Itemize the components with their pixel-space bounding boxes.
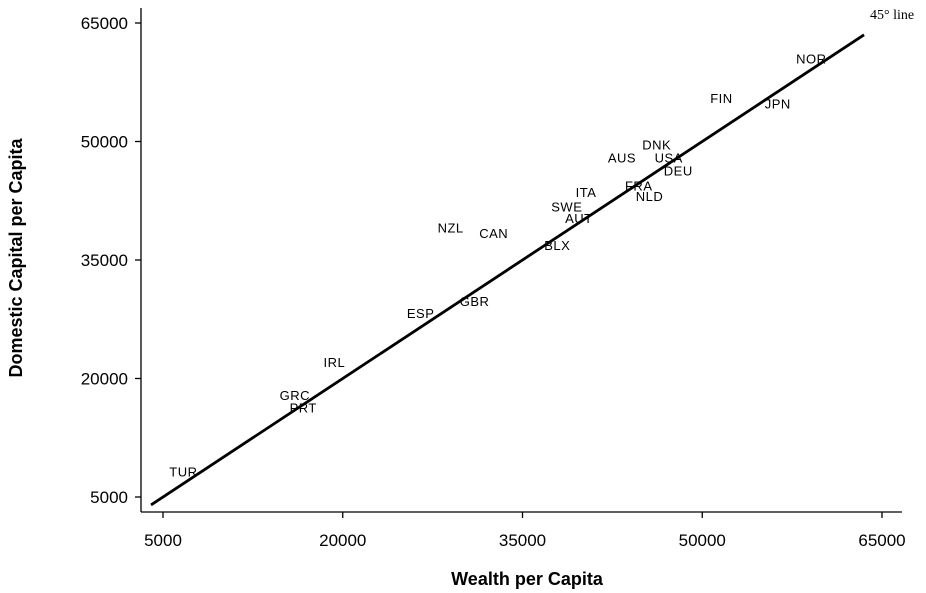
point-deu: DEU [664, 164, 693, 179]
x-tick-label-4: 65000 [858, 531, 905, 550]
point-ita: ITA [576, 185, 597, 200]
point-grc: GRC [280, 388, 310, 403]
point-nld: NLD [636, 189, 664, 204]
point-tur: TUR [169, 465, 197, 480]
y-tick-label-4: 65000 [81, 14, 128, 33]
point-irl: IRL [323, 355, 345, 370]
x-tick-label-3: 50000 [679, 531, 726, 550]
ticks: 5000 20000 35000 50000 65000 5000 20000 35000 50… [81, 14, 906, 550]
point-dnk: DNK [642, 138, 671, 153]
point-swe: SWE [551, 199, 582, 214]
point-nzl: NZL [438, 221, 464, 236]
point-blx: BLX [544, 238, 570, 253]
y-tick-label-0: 5000 [90, 488, 128, 507]
point-fin: FIN [710, 91, 732, 106]
point-aus: AUS [608, 150, 636, 165]
point-esp: ESP [407, 306, 435, 321]
reference-line-layer: 45° line [150, 8, 914, 507]
point-can: CAN [479, 226, 508, 241]
x-tick-label-0: 5000 [144, 531, 182, 550]
y-tick-label-2: 35000 [81, 251, 128, 270]
point-usa: USA [655, 150, 683, 165]
45-degree-line [150, 33, 865, 507]
point-gbr: GBR [460, 294, 490, 309]
x-tick-label-1: 20000 [319, 531, 366, 550]
point-jpn: JPN [765, 97, 791, 112]
point-prt: PRT [290, 401, 317, 416]
y-axis-title: Domestic Capital per Capita [6, 137, 26, 377]
point-fra: FRA [625, 179, 653, 194]
x-tick-label-2: 35000 [499, 531, 546, 550]
y-tick-label-3: 50000 [81, 133, 128, 152]
point-aut: AUT [565, 211, 593, 226]
y-tick-label-1: 20000 [81, 370, 128, 389]
45-degree-line-label: 45° line [870, 8, 914, 23]
x-axis-title: Wealth per Capita [451, 569, 604, 589]
point-nor: NOR [796, 52, 826, 67]
